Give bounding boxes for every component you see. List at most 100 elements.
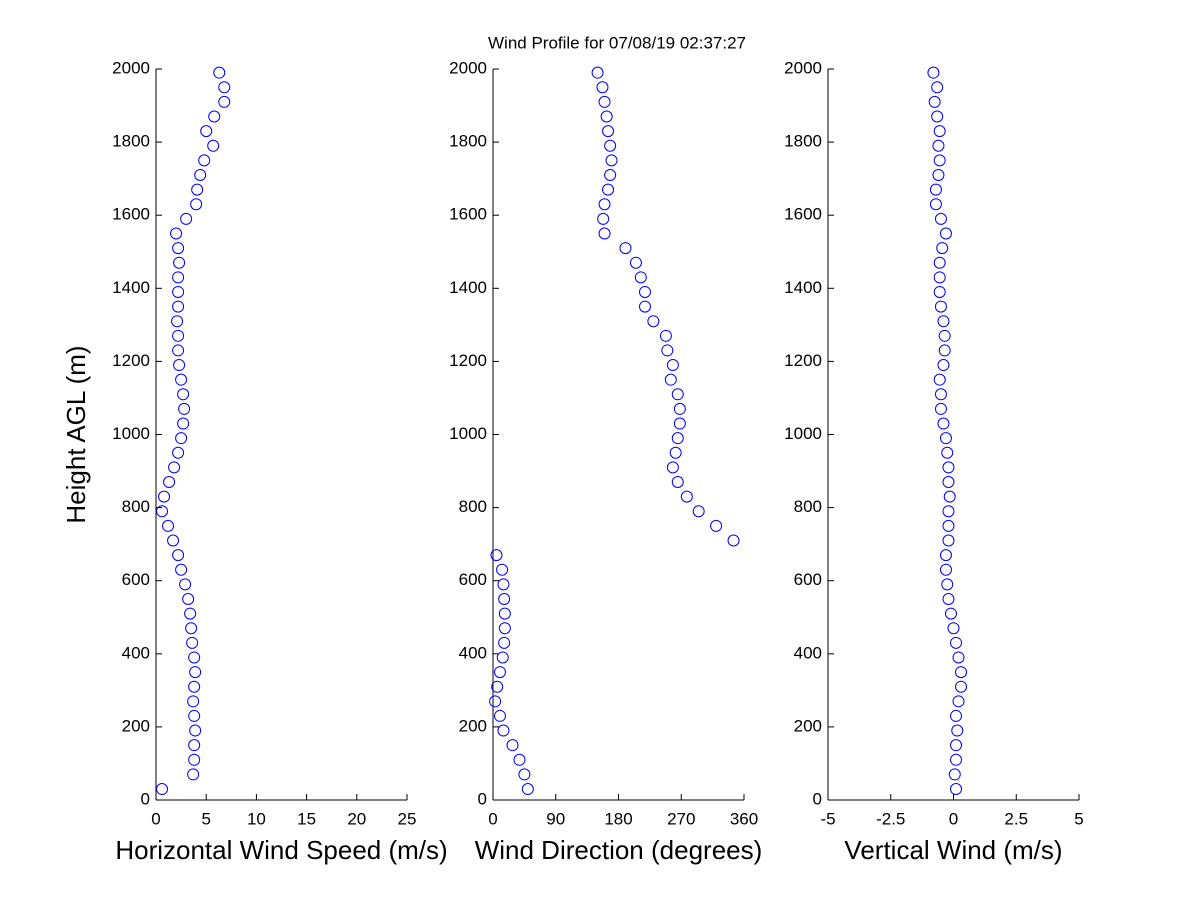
y-tick-label: 0 — [813, 789, 822, 808]
data-point — [638, 285, 651, 298]
data-point — [598, 95, 611, 108]
data-point — [213, 66, 226, 79]
x-tick-label: 25 — [398, 809, 417, 828]
data-point — [933, 285, 946, 298]
data-point — [931, 81, 944, 94]
data-point — [162, 519, 175, 532]
y-tick-label: 400 — [459, 643, 487, 662]
y-tick-label: 1400 — [784, 278, 822, 297]
data-point — [591, 66, 604, 79]
data-point — [490, 549, 503, 562]
data-point — [177, 417, 190, 430]
data-point — [943, 490, 956, 503]
data-point — [156, 505, 169, 518]
y-tick-label: 1400 — [449, 278, 487, 297]
data-point — [491, 680, 504, 693]
data-point — [191, 183, 204, 196]
x-tick-label: 5 — [1074, 809, 1083, 828]
data-point — [172, 300, 185, 313]
data-point — [669, 446, 682, 459]
data-point — [175, 373, 188, 386]
data-point — [498, 622, 511, 635]
x-axis-label: Wind Direction (degrees) — [475, 835, 763, 865]
data-point — [175, 432, 188, 445]
data-point — [218, 95, 231, 108]
data-point — [518, 768, 531, 781]
data-point — [186, 636, 199, 649]
data-point — [941, 446, 954, 459]
y-tick-label: 1800 — [112, 132, 150, 151]
data-point — [951, 724, 964, 737]
data-point — [942, 461, 955, 474]
data-point — [629, 256, 642, 269]
data-point — [172, 446, 185, 459]
data-point — [168, 461, 181, 474]
data-point — [600, 110, 613, 123]
data-point — [498, 636, 511, 649]
data-point — [602, 183, 615, 196]
data-point — [710, 519, 723, 532]
data-point — [938, 344, 951, 357]
data-point — [493, 666, 506, 679]
data-point — [188, 680, 201, 693]
y-tick-label: 0 — [478, 789, 487, 808]
data-point — [173, 256, 186, 269]
data-point — [948, 768, 961, 781]
data-point — [207, 139, 220, 152]
data-point — [521, 783, 534, 796]
data-point — [939, 549, 952, 562]
data-point — [666, 461, 679, 474]
x-axis-label: Horizontal Wind Speed (m/s) — [115, 835, 447, 865]
y-axis-label: Height AGL (m) — [61, 345, 91, 523]
data-point — [938, 329, 951, 342]
data-point — [506, 739, 519, 752]
data-point — [178, 402, 191, 415]
data-point — [513, 753, 526, 766]
data-point — [932, 168, 945, 181]
y-tick-label: 200 — [794, 716, 822, 735]
y-tick-label: 2000 — [112, 58, 150, 77]
data-point — [934, 212, 947, 225]
data-point — [673, 417, 686, 430]
x-tick-label: 90 — [546, 809, 565, 828]
data-point — [659, 329, 672, 342]
y-tick-label: 800 — [122, 497, 150, 516]
y-tick-label: 1000 — [112, 424, 150, 443]
data-point — [604, 139, 617, 152]
data-point — [933, 125, 946, 138]
data-point — [604, 168, 617, 181]
data-point — [180, 212, 193, 225]
data-point — [952, 695, 965, 708]
y-tick-label: 2000 — [784, 58, 822, 77]
x-tick-label: 0 — [949, 809, 958, 828]
x-tick-label: -5 — [820, 809, 835, 828]
data-point — [942, 534, 955, 547]
data-point — [933, 373, 946, 386]
y-tick-label: 1600 — [784, 205, 822, 224]
data-point — [198, 154, 211, 167]
data-point — [936, 242, 949, 255]
data-point — [947, 622, 960, 635]
data-point — [188, 709, 201, 722]
y-tick-label: 200 — [459, 716, 487, 735]
data-point — [189, 724, 202, 737]
x-tick-label: 270 — [667, 809, 695, 828]
data-point — [944, 607, 957, 620]
data-point — [934, 300, 947, 313]
y-tick-label: 2000 — [449, 58, 487, 77]
data-point — [605, 154, 618, 167]
x-tick-label: 0 — [488, 809, 497, 828]
data-point — [942, 519, 955, 532]
y-tick-label: 600 — [794, 570, 822, 589]
data-point — [955, 666, 968, 679]
data-point — [937, 359, 950, 372]
data-point — [172, 271, 185, 284]
x-tick-label: 360 — [730, 809, 758, 828]
x-tick-label: 10 — [247, 809, 266, 828]
data-point — [955, 680, 968, 693]
data-point — [937, 417, 950, 430]
data-point — [928, 95, 941, 108]
data-point — [596, 81, 609, 94]
y-tick-label: 1000 — [784, 424, 822, 443]
